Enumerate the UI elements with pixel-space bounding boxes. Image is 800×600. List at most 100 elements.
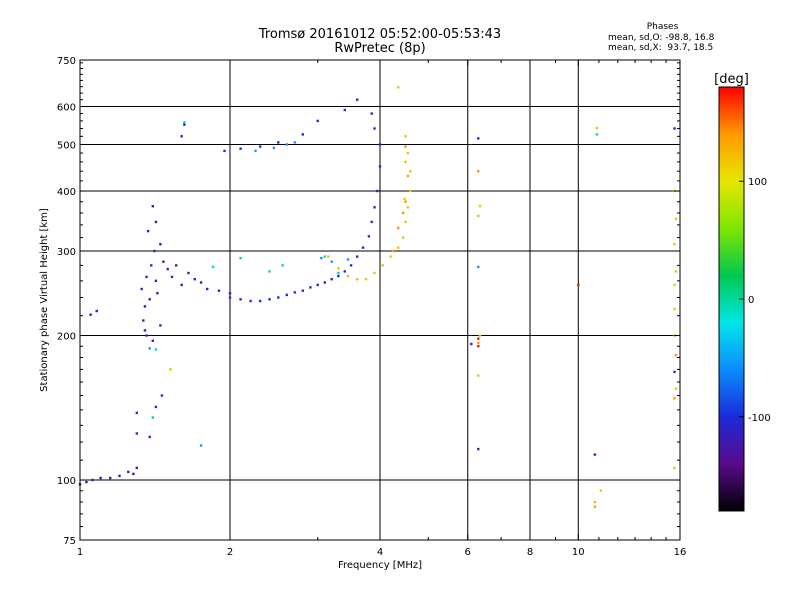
axis-ticks: 1 2 4 6 8 10 16 75 100 200 300 400 500 600 750: [57, 56, 686, 558]
phase-colorbar: 100 0 -100 [deg]: [714, 72, 771, 512]
data-point: [153, 249, 156, 253]
data-point: [343, 270, 346, 273]
data-point: [337, 267, 340, 270]
x-tick-label: 16: [674, 547, 687, 558]
data-point: [239, 256, 242, 260]
data-point: [151, 205, 154, 208]
data-point: [337, 271, 340, 275]
y-tick-label: 300: [57, 247, 76, 258]
data-point: [316, 119, 319, 123]
data-point: [361, 246, 365, 249]
data-point: [151, 416, 154, 419]
data-point: [127, 470, 130, 474]
colorbar-tick-label: -100: [748, 413, 771, 424]
data-point: [593, 500, 597, 504]
data-point: [356, 98, 359, 101]
y-tick-label: 200: [57, 332, 76, 343]
data-point: [143, 305, 147, 308]
x-tick-label: 10: [572, 547, 585, 558]
data-point: [477, 341, 480, 345]
data-point: [674, 270, 678, 273]
data-point: [154, 405, 158, 409]
data-point: [356, 278, 359, 281]
data-point: [169, 368, 172, 371]
data-point: [228, 292, 232, 295]
data-point: [409, 170, 412, 173]
data-point: [95, 309, 98, 313]
data-point: [277, 141, 280, 144]
data-point: [142, 319, 145, 322]
data-point: [370, 112, 373, 115]
data-point: [135, 466, 138, 470]
data-point: [381, 264, 384, 267]
data-point: [346, 274, 350, 278]
data-point: [373, 271, 376, 275]
data-point: [206, 287, 209, 291]
data-point: [673, 370, 676, 374]
data-point: [180, 283, 183, 287]
data-point: [293, 291, 297, 294]
data-point: [389, 255, 392, 258]
data-point: [140, 287, 143, 291]
chart-subtitle: RwPretec (8p): [334, 41, 426, 56]
data-point: [330, 260, 333, 263]
data-point: [673, 127, 676, 130]
data-point: [401, 211, 405, 215]
phase-o-stats: mean, sd,O: -98.8, 16.8: [608, 33, 715, 43]
data-point: [673, 283, 676, 287]
data-point: [285, 143, 288, 146]
data-point: [99, 476, 102, 480]
data-point: [595, 133, 599, 136]
data-point: [148, 298, 151, 301]
data-point: [211, 265, 215, 269]
data-point: [272, 146, 276, 150]
data-point: [470, 342, 473, 346]
data-point: [85, 480, 88, 484]
data-point: [259, 145, 262, 148]
data-point: [160, 394, 164, 397]
data-point: [370, 220, 373, 224]
data-point: [187, 271, 190, 275]
y-tick-label: 400: [57, 187, 76, 198]
data-point: [170, 275, 174, 279]
x-tick-label: 8: [527, 547, 533, 558]
data-point: [477, 337, 480, 340]
data-point: [89, 313, 92, 316]
data-point: [404, 160, 407, 164]
data-point: [323, 281, 326, 284]
data-point: [154, 348, 158, 351]
y-tick-label: 75: [63, 536, 76, 547]
data-point: [367, 235, 371, 238]
data-point: [320, 256, 323, 260]
data-point: [109, 476, 112, 480]
data-point: [593, 505, 597, 508]
data-point: [309, 286, 312, 289]
data-point: [180, 135, 183, 138]
data-point: [406, 174, 410, 178]
data-point: [406, 206, 410, 209]
data-point: [148, 435, 151, 439]
data-point: [146, 229, 150, 233]
data-point: [301, 289, 304, 292]
data-point: [673, 466, 676, 470]
data-point: [409, 189, 412, 193]
data-point: [356, 255, 359, 258]
y-axis-label: Stationary phase Virtual Height [km]: [39, 208, 50, 392]
phase-x-stats: mean, sd,X: 93.7, 18.5: [608, 43, 714, 53]
data-point: [239, 147, 242, 150]
data-point: [145, 275, 148, 279]
colorbar-tick-label: 100: [748, 177, 767, 188]
data-point: [293, 141, 297, 144]
colorbar-tick-label: 0: [748, 295, 754, 306]
data-point: [159, 324, 162, 327]
data-point: [175, 264, 178, 267]
data-point: [156, 292, 159, 295]
data-point: [281, 264, 284, 267]
data-point: [478, 334, 482, 337]
data-point: [327, 255, 330, 258]
data-point: [378, 143, 382, 146]
data-point: [143, 329, 147, 332]
data-point: [223, 149, 226, 153]
data-point: [406, 151, 410, 155]
data-point: [228, 296, 232, 299]
